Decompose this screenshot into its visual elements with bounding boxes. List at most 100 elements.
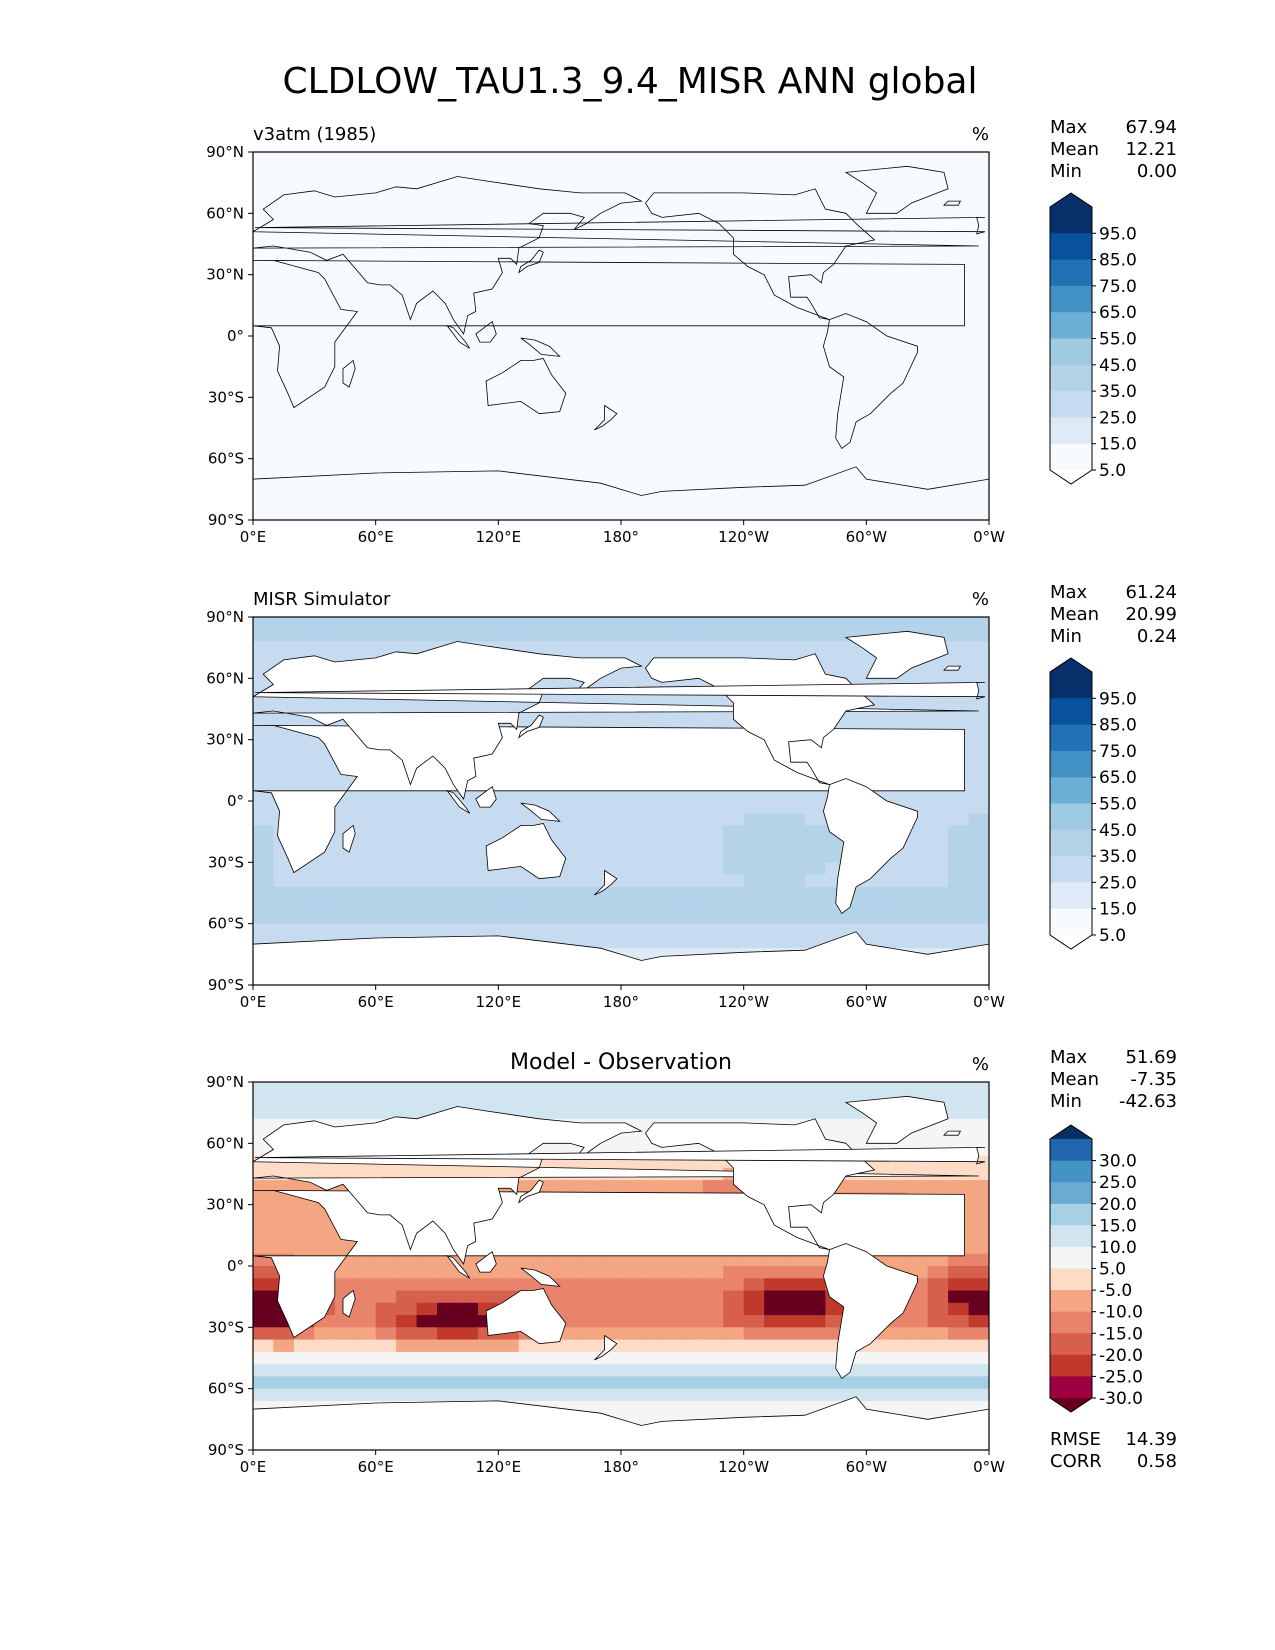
field-cell	[580, 311, 602, 325]
field-cell	[702, 213, 724, 227]
field-cell	[375, 1388, 397, 1402]
field-cell	[396, 617, 418, 630]
field-cell	[682, 1082, 704, 1095]
field-cell	[907, 1327, 929, 1341]
field-cell	[886, 483, 908, 497]
field-cell	[886, 788, 908, 802]
field-cell	[702, 935, 724, 949]
field-cell	[539, 1094, 561, 1108]
field-cell	[559, 1180, 581, 1193]
field-cell	[682, 299, 704, 313]
stat-max-value: 67.94	[1125, 117, 1177, 138]
field-cell	[293, 409, 315, 423]
field-cell	[253, 495, 274, 509]
field-cell	[477, 617, 499, 630]
field-cell	[784, 495, 806, 509]
field-cell	[375, 1106, 397, 1120]
field-cell	[559, 1106, 581, 1120]
field-cell	[764, 385, 786, 398]
field-cell	[396, 286, 418, 300]
field-cell	[437, 1388, 458, 1402]
field-cell	[375, 458, 397, 472]
field-cell	[682, 188, 704, 202]
field-cell	[621, 372, 642, 386]
field-cell	[661, 360, 683, 374]
field-cell	[641, 788, 663, 802]
field-cell	[866, 299, 888, 313]
field-cell	[805, 188, 826, 202]
field-cell	[682, 935, 704, 949]
field-cell	[661, 483, 683, 497]
field-cell	[621, 886, 642, 900]
field-cell	[764, 813, 786, 827]
field-cell	[580, 348, 602, 362]
field-cell	[784, 1351, 806, 1365]
colorbar-tick-label: 25.0	[1099, 1173, 1137, 1193]
field-cell	[580, 201, 602, 214]
field-cell	[396, 813, 418, 827]
field-cell	[355, 152, 377, 165]
colorbar-segment	[1050, 1268, 1092, 1291]
field-cell	[600, 813, 622, 827]
coastline	[475, 786, 497, 808]
field-cell	[559, 1388, 581, 1402]
colorbar-tick-label: 20.0	[1099, 1195, 1137, 1215]
field-cell	[518, 201, 540, 214]
field-cell	[477, 470, 499, 484]
field-cell	[682, 164, 704, 178]
field-cell	[907, 507, 929, 520]
corr-value: 0.58	[1137, 1451, 1177, 1472]
field-cell	[621, 495, 642, 509]
field-cell	[498, 434, 520, 447]
field-cell	[539, 360, 561, 374]
field-cell	[293, 225, 315, 239]
field-cell	[621, 164, 642, 178]
colorbar-extend-bottom	[1050, 935, 1092, 949]
field-cell	[805, 813, 826, 827]
field-cell	[682, 1094, 704, 1108]
field-cell	[948, 1094, 970, 1108]
field-cell	[784, 225, 806, 239]
field-cell	[355, 923, 377, 937]
field-cell	[784, 1278, 806, 1292]
field-cell	[539, 372, 561, 386]
field-cell	[968, 923, 989, 937]
field-cell	[784, 409, 806, 423]
field-cell	[273, 213, 295, 227]
field-cell	[702, 1327, 724, 1341]
colorbar-tick-label: -30.0	[1099, 1389, 1143, 1409]
field-cell	[927, 250, 949, 263]
field-cell	[702, 629, 724, 643]
field-cell	[702, 323, 724, 337]
field-cell	[334, 911, 356, 925]
field-cell	[886, 213, 908, 227]
field-cell	[723, 1351, 745, 1365]
field-cell	[886, 507, 908, 520]
field-cell	[273, 1192, 295, 1206]
field-cell	[437, 1082, 458, 1095]
field-cell	[355, 176, 377, 190]
field-cell	[498, 164, 520, 178]
field-cell	[457, 213, 479, 227]
field-cell	[641, 825, 663, 839]
field-cell	[661, 617, 683, 630]
field-cell	[559, 495, 581, 509]
coastline	[594, 869, 618, 896]
field-cell	[907, 299, 929, 313]
field-cell	[682, 1376, 704, 1390]
stat-mean-label: Mean	[1050, 604, 1099, 625]
field-cell	[968, 1388, 989, 1402]
field-cell	[416, 825, 438, 839]
field-cell	[948, 702, 970, 716]
units-label: %	[972, 589, 989, 610]
field-cell	[355, 837, 377, 851]
field-cell	[375, 788, 397, 802]
field-cell	[457, 421, 479, 435]
field-cell	[498, 788, 520, 802]
field-cell	[314, 176, 336, 190]
field-cell	[314, 299, 336, 313]
field-cell	[641, 470, 663, 484]
field-cell	[723, 825, 745, 839]
field-cell	[253, 458, 274, 472]
field-cell	[805, 837, 826, 851]
